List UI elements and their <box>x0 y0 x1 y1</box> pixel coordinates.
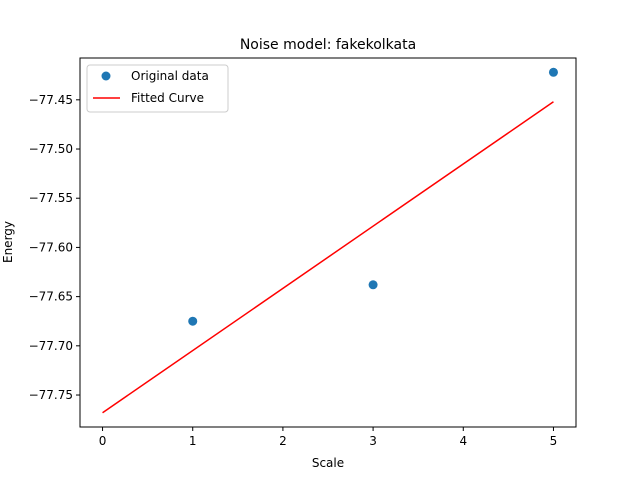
x-tick-label: 1 <box>189 434 197 448</box>
y-tick-label: −77.45 <box>29 93 73 107</box>
x-tick-label: 5 <box>550 434 558 448</box>
y-tick-label: −77.55 <box>29 191 73 205</box>
x-tick-label: 0 <box>99 434 107 448</box>
chart-title: Noise model: fakekolkata <box>240 37 416 53</box>
legend-label: Fitted Curve <box>131 91 204 105</box>
y-tick-label: −77.50 <box>29 142 73 156</box>
legend-marker-swatch <box>101 71 111 81</box>
x-axis-label: Scale <box>312 456 344 470</box>
data-point <box>188 316 198 326</box>
data-point <box>548 67 558 77</box>
legend: Original data Fitted Curve <box>86 64 229 113</box>
plot-area <box>80 58 576 427</box>
x-axis: 0 1 2 3 4 5 <box>99 427 558 448</box>
y-tick-label: −77.60 <box>29 240 73 254</box>
legend-box <box>86 64 229 113</box>
x-tick-label: 3 <box>369 434 377 448</box>
fitted-curve-line <box>102 101 554 414</box>
x-tick-label: 4 <box>459 434 467 448</box>
legend-label: Original data <box>131 69 209 83</box>
data-point <box>368 280 378 290</box>
series-layer <box>102 67 558 414</box>
y-axis-label: Energy <box>1 221 15 263</box>
y-tick-label: −77.70 <box>29 339 73 353</box>
y-axis: −77.75 −77.70 −77.65 −77.60 −77.55 −77.50 −77.… <box>29 93 80 402</box>
y-tick-label: −77.65 <box>29 290 73 304</box>
x-tick-label: 2 <box>279 434 287 448</box>
axes-frame <box>79 57 577 428</box>
y-tick-label: −77.75 <box>29 388 73 402</box>
